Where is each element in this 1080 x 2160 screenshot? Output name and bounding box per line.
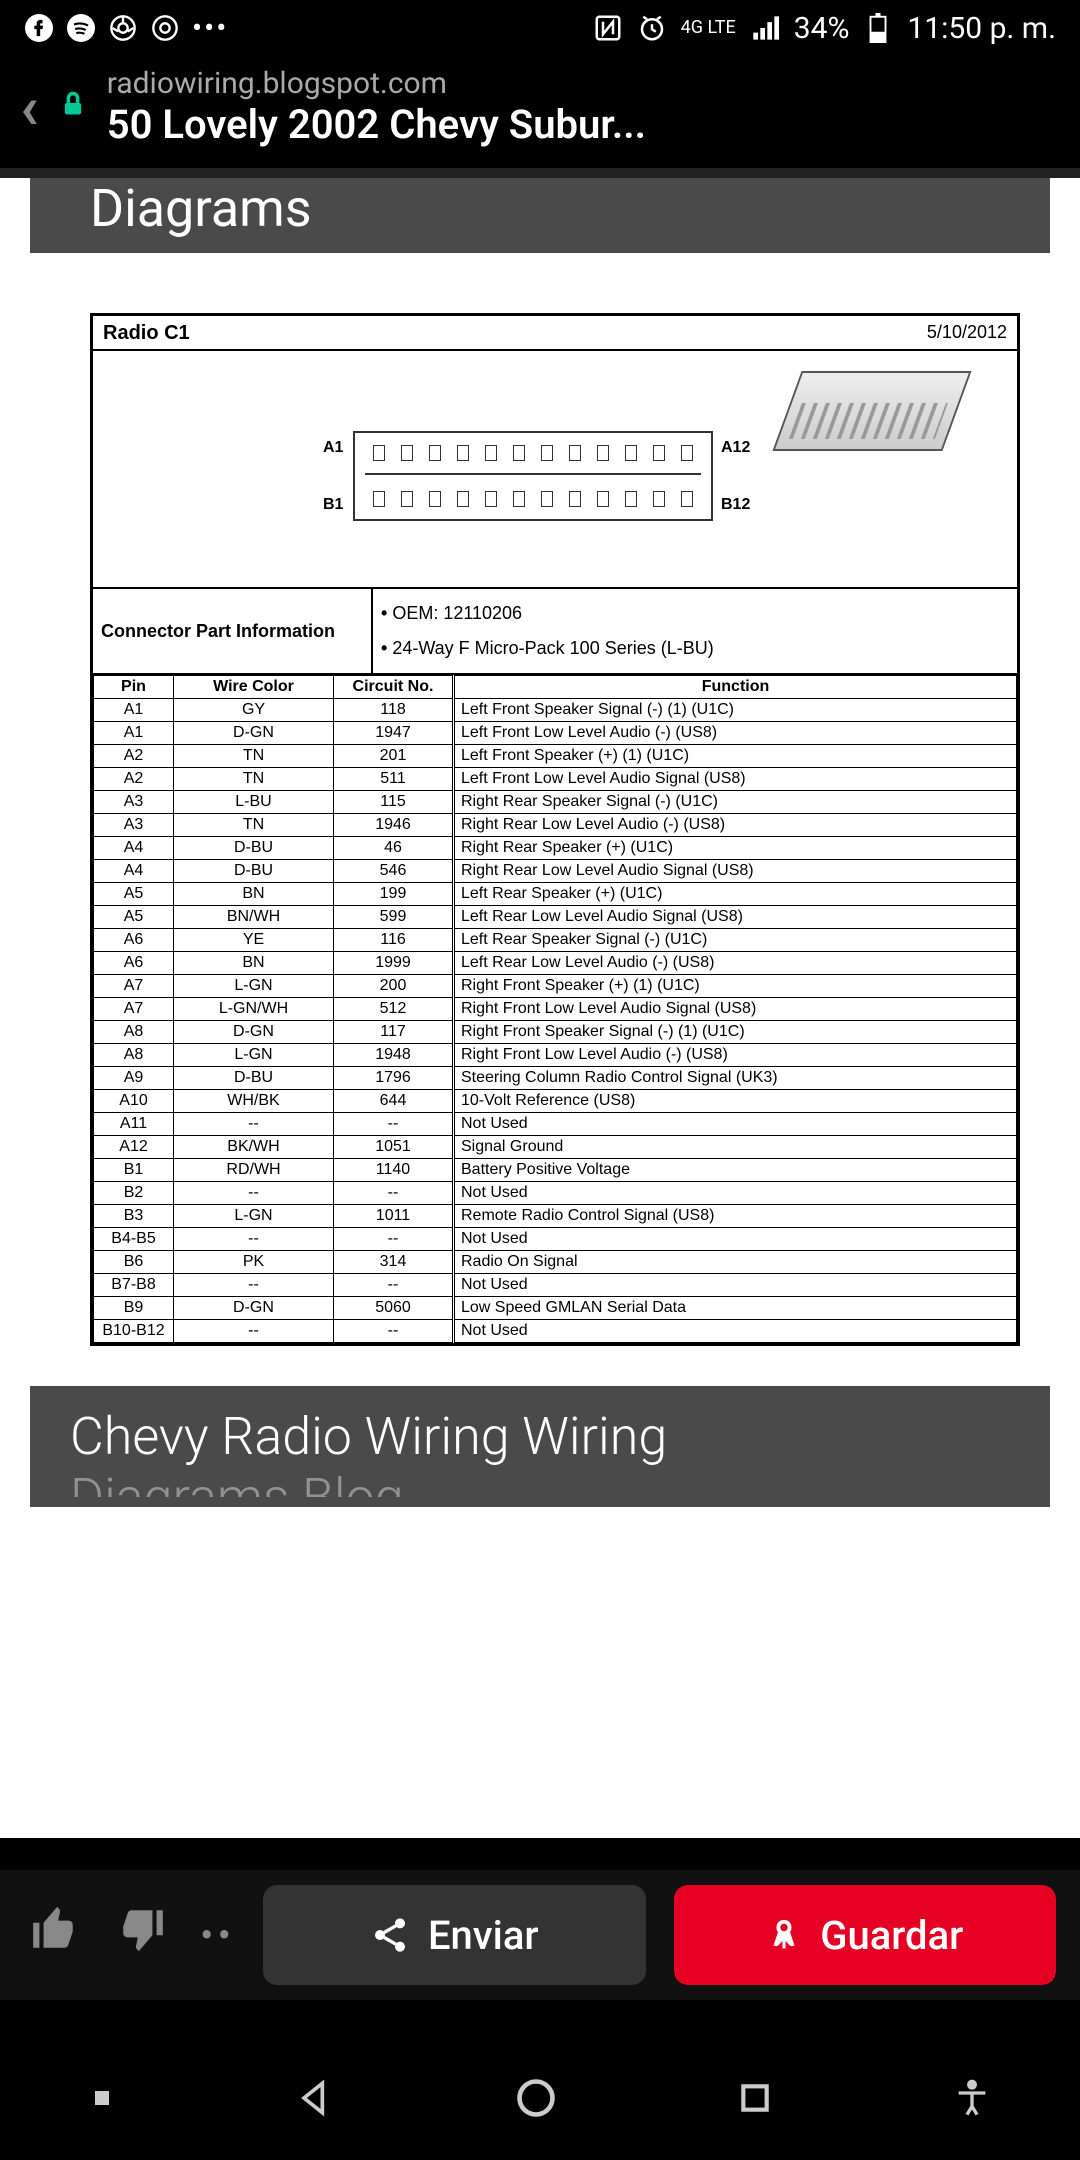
table-row: A1D-GN1947Left Front Low Level Audio (-)… bbox=[94, 722, 1017, 745]
table-row: A10WH/BK64410-Volt Reference (US8) bbox=[94, 1090, 1017, 1113]
facebook-icon bbox=[24, 13, 54, 43]
table-row: A5BN/WH599Left Rear Low Level Audio Sign… bbox=[94, 906, 1017, 929]
save-label: Guardar bbox=[820, 1912, 963, 1959]
table-row: B6PK314Radio On Signal bbox=[94, 1251, 1017, 1274]
table-row: A5BN199Left Rear Speaker (+) (U1C) bbox=[94, 883, 1017, 906]
table-row: A4D-BU46Right Rear Speaker (+) (U1C) bbox=[94, 837, 1017, 860]
table-row: B9D-GN5060Low Speed GMLAN Serial Data bbox=[94, 1297, 1017, 1320]
clock-time: 11:50 p. m. bbox=[907, 11, 1056, 46]
nav-home-icon[interactable] bbox=[514, 2076, 558, 2124]
table-row: B4-B5----Not Used bbox=[94, 1228, 1017, 1251]
table-row: A8L-GN1948Right Front Low Level Audio (-… bbox=[94, 1044, 1017, 1067]
col-function: Function bbox=[454, 676, 1017, 699]
pin-label-a12: A12 bbox=[721, 439, 750, 457]
more-actions-icon[interactable]: •• bbox=[200, 1912, 235, 1959]
table-row: A6YE116Left Rear Speaker Signal (-) (U1C… bbox=[94, 929, 1017, 952]
table-row: A3L-BU115Right Rear Speaker Signal (-) (… bbox=[94, 791, 1017, 814]
connector-info-label: Connector Part Information bbox=[93, 589, 373, 673]
share-label: Enviar bbox=[428, 1912, 539, 1959]
chrome-icon bbox=[108, 13, 138, 43]
table-row: A4D-BU546Right Rear Low Level Audio Sign… bbox=[94, 860, 1017, 883]
page-title: 50 Lovely 2002 Chevy Subur... bbox=[107, 101, 646, 148]
table-row: A3TN1946Right Rear Low Level Audio (-) (… bbox=[94, 814, 1017, 837]
table-row: A9D-BU1796Steering Column Radio Control … bbox=[94, 1067, 1017, 1090]
more-notifications-icon: ••• bbox=[192, 11, 228, 46]
url-domain[interactable]: radiowiring.blogspot.com bbox=[107, 66, 646, 101]
table-row: A7L-GN/WH512Right Front Low Level Audio … bbox=[94, 998, 1017, 1021]
wiring-table: Pin Wire Color Circuit No. Function A1GY… bbox=[93, 675, 1017, 1343]
table-row: B1RD/WH1140Battery Positive Voltage bbox=[94, 1159, 1017, 1182]
connector-series: 24-Way F Micro-Pack 100 Series (L-BU) bbox=[381, 638, 1009, 659]
col-pin: Pin bbox=[94, 676, 174, 699]
thumbs-down-icon[interactable] bbox=[112, 1904, 172, 1966]
nfc-icon bbox=[593, 13, 623, 43]
table-row: A8D-GN117Right Front Speaker Signal (-) … bbox=[94, 1021, 1017, 1044]
section-banner-bottom: Chevy Radio Wiring Wiring Diagrams Blog bbox=[30, 1386, 1050, 1507]
page-content[interactable]: Diagrams Radio C1 5/10/2012 A1 A12 B1 B1… bbox=[0, 178, 1080, 1838]
chrome-icon-2 bbox=[150, 13, 180, 43]
signal-icon bbox=[750, 13, 780, 43]
pin-label-b1: B1 bbox=[323, 496, 343, 514]
status-bar: ••• 4G LTE 34% 11:50 p. m. bbox=[0, 0, 1080, 56]
diagram-date: 5/10/2012 bbox=[927, 322, 1007, 345]
browser-header: ‹ radiowiring.blogspot.com 50 Lovely 200… bbox=[0, 56, 1080, 168]
table-header-row: Pin Wire Color Circuit No. Function bbox=[94, 676, 1017, 699]
battery-icon bbox=[863, 13, 893, 43]
battery-percent: 34% bbox=[794, 11, 850, 46]
alarm-icon bbox=[637, 13, 667, 43]
pin-label-a1: A1 bbox=[323, 439, 343, 457]
nav-accessibility-icon[interactable] bbox=[952, 2078, 992, 2122]
diagram-title: Radio C1 bbox=[103, 322, 190, 345]
save-button[interactable]: Guardar bbox=[674, 1885, 1057, 1985]
table-row: B2----Not Used bbox=[94, 1182, 1017, 1205]
nav-recent-icon[interactable] bbox=[735, 2078, 775, 2122]
col-circuit: Circuit No. bbox=[334, 676, 454, 699]
table-row: A2TN201Left Front Speaker (+) (1) (U1C) bbox=[94, 745, 1017, 768]
connector-illustration: A1 A12 B1 B12 bbox=[93, 349, 1017, 589]
table-row: A12BK/WH1051Signal Ground bbox=[94, 1136, 1017, 1159]
wiring-diagram: Radio C1 5/10/2012 A1 A12 B1 B12 Connect… bbox=[90, 313, 1020, 1346]
pin-label-b12: B12 bbox=[721, 496, 750, 514]
spotify-icon bbox=[66, 13, 96, 43]
lock-icon bbox=[59, 87, 87, 128]
oem-number: OEM: 12110206 bbox=[381, 603, 1009, 624]
table-row: A6BN1999Left Rear Low Level Audio (-) (U… bbox=[94, 952, 1017, 975]
back-button[interactable]: ‹ bbox=[20, 72, 39, 143]
table-row: A2TN511Left Front Low Level Audio Signal… bbox=[94, 768, 1017, 791]
pinterest-action-bar: •• Enviar Guardar bbox=[0, 1870, 1080, 2000]
nav-back-icon[interactable] bbox=[293, 2076, 337, 2124]
android-nav-bar bbox=[0, 2040, 1080, 2160]
section-banner-top: Diagrams bbox=[30, 178, 1050, 253]
table-row: A7L-GN200Right Front Speaker (+) (1) (U1… bbox=[94, 975, 1017, 998]
table-row: A1GY118Left Front Speaker Signal (-) (1)… bbox=[94, 699, 1017, 722]
share-button[interactable]: Enviar bbox=[263, 1885, 646, 1985]
table-row: B10-B12----Not Used bbox=[94, 1320, 1017, 1343]
network-type: 4G LTE bbox=[681, 19, 736, 37]
table-row: B3L-GN1011Remote Radio Control Signal (U… bbox=[94, 1205, 1017, 1228]
table-row: B7-B8----Not Used bbox=[94, 1274, 1017, 1297]
nav-pip-icon[interactable] bbox=[88, 2084, 116, 2116]
col-wire-color: Wire Color bbox=[174, 676, 334, 699]
thumbs-up-icon[interactable] bbox=[24, 1904, 84, 1966]
table-row: A11----Not Used bbox=[94, 1113, 1017, 1136]
